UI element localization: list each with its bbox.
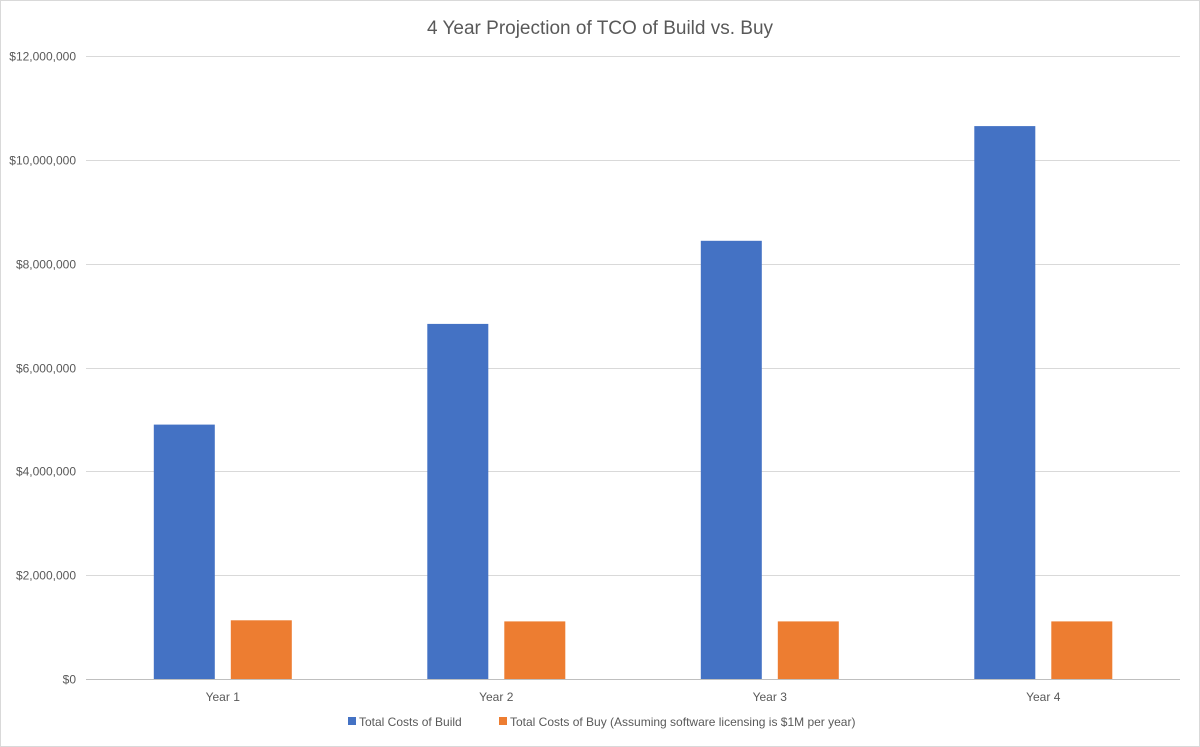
y-tick-label: $0: [63, 673, 77, 687]
chart-title: 4 Year Projection of TCO of Build vs. Bu…: [427, 18, 774, 39]
y-tick-label: $6,000,000: [16, 362, 76, 376]
legend-swatch-buy: [499, 717, 507, 725]
bar-buy-2: [504, 621, 566, 679]
y-tick-label: $2,000,000: [16, 569, 76, 583]
bar-buy-1: [230, 620, 292, 679]
y-tick-label: $12,000,000: [9, 50, 76, 64]
legend-label-buy: Total Costs of Buy (Assuming software li…: [510, 715, 855, 729]
x-tick-label: Year 2: [479, 690, 514, 704]
bar-buy-3: [777, 621, 839, 679]
y-tick-label: $8,000,000: [16, 258, 76, 272]
legend: Total Costs of Build Total Costs of Buy (…: [348, 715, 855, 729]
legend-swatch-build: [348, 717, 356, 725]
bars: [153, 126, 1113, 680]
bar-build-1: [153, 424, 215, 679]
y-tick-label: $10,000,000: [9, 154, 76, 168]
bar-build-2: [427, 323, 489, 679]
x-axis: Year 1 Year 2 Year 3 Year 4: [206, 690, 1061, 704]
bar-build-3: [700, 240, 762, 680]
y-axis-tick-labels: $0 $2,000,000 $4,000,000 $6,000,000 $8,000,0…: [9, 50, 76, 687]
x-tick-label: Year 1: [206, 690, 241, 704]
x-tick-label: Year 3: [753, 690, 788, 704]
x-tick-label: Year 4: [1026, 690, 1061, 704]
y-tick-label: $4,000,000: [16, 465, 76, 479]
legend-label-build: Total Costs of Build: [359, 715, 462, 729]
bar-buy-4: [1051, 621, 1113, 679]
bar-build-4: [974, 126, 1036, 680]
